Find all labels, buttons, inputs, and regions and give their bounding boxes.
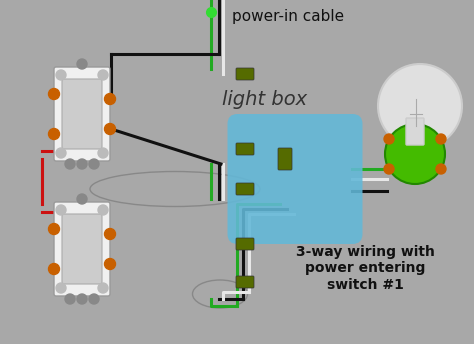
FancyBboxPatch shape: [228, 114, 363, 244]
FancyBboxPatch shape: [278, 148, 292, 170]
Circle shape: [48, 264, 60, 275]
FancyBboxPatch shape: [62, 214, 102, 284]
FancyBboxPatch shape: [236, 183, 254, 195]
Text: power-in cable: power-in cable: [232, 9, 344, 23]
FancyBboxPatch shape: [236, 238, 254, 250]
FancyBboxPatch shape: [236, 68, 254, 80]
FancyBboxPatch shape: [406, 118, 424, 145]
Circle shape: [65, 159, 75, 169]
Circle shape: [48, 224, 60, 235]
Circle shape: [56, 283, 66, 293]
Circle shape: [89, 159, 99, 169]
Circle shape: [378, 64, 462, 148]
FancyBboxPatch shape: [236, 143, 254, 155]
FancyBboxPatch shape: [62, 79, 102, 149]
Circle shape: [77, 159, 87, 169]
Circle shape: [77, 59, 87, 69]
Circle shape: [104, 94, 116, 105]
Circle shape: [436, 134, 446, 144]
Circle shape: [384, 134, 394, 144]
Circle shape: [385, 124, 445, 184]
Text: light box: light box: [222, 89, 308, 108]
Text: 3-way wiring with
power entering
switch #1: 3-way wiring with power entering switch …: [296, 245, 434, 291]
Circle shape: [77, 194, 87, 204]
Circle shape: [77, 294, 87, 304]
FancyBboxPatch shape: [236, 276, 254, 288]
Circle shape: [56, 205, 66, 215]
Circle shape: [104, 258, 116, 269]
Circle shape: [65, 294, 75, 304]
Circle shape: [98, 205, 108, 215]
Circle shape: [48, 129, 60, 140]
FancyBboxPatch shape: [54, 67, 110, 161]
Circle shape: [56, 70, 66, 80]
Circle shape: [104, 123, 116, 135]
Circle shape: [98, 283, 108, 293]
Circle shape: [56, 148, 66, 158]
Circle shape: [104, 228, 116, 239]
Circle shape: [48, 88, 60, 99]
Circle shape: [436, 164, 446, 174]
Circle shape: [89, 294, 99, 304]
Circle shape: [98, 70, 108, 80]
Circle shape: [384, 164, 394, 174]
FancyBboxPatch shape: [54, 202, 110, 296]
Circle shape: [98, 148, 108, 158]
